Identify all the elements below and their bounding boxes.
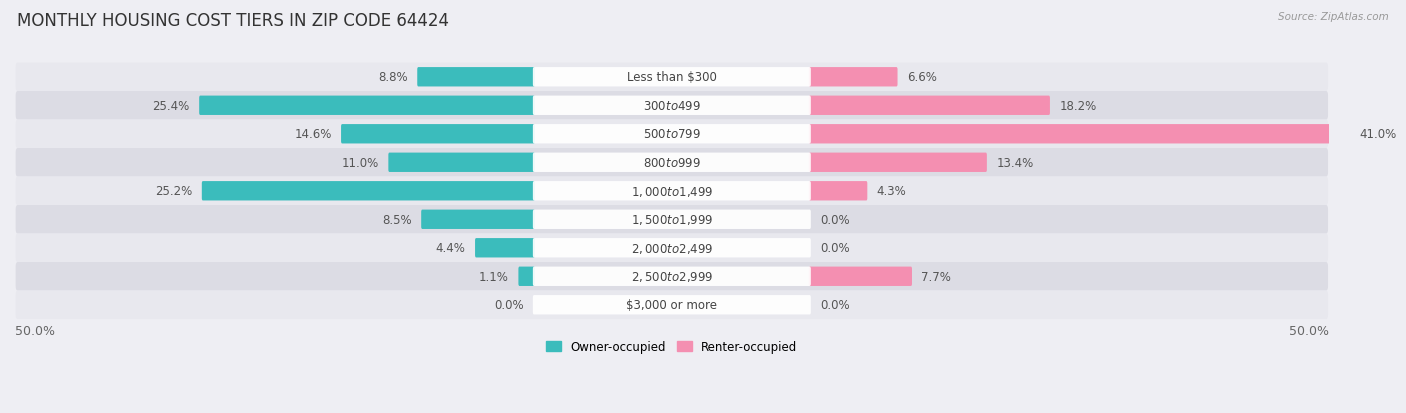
Text: 18.2%: 18.2% [1059, 100, 1097, 112]
FancyBboxPatch shape [808, 125, 1350, 144]
FancyBboxPatch shape [388, 153, 534, 173]
Text: 1.1%: 1.1% [479, 270, 509, 283]
FancyBboxPatch shape [808, 153, 987, 173]
FancyBboxPatch shape [533, 210, 811, 229]
Text: $500 to $799: $500 to $799 [643, 128, 700, 141]
FancyBboxPatch shape [533, 239, 811, 258]
FancyBboxPatch shape [15, 234, 1329, 262]
FancyBboxPatch shape [15, 291, 1329, 319]
FancyBboxPatch shape [15, 63, 1329, 92]
FancyBboxPatch shape [342, 125, 534, 144]
FancyBboxPatch shape [418, 68, 534, 87]
FancyBboxPatch shape [808, 267, 912, 286]
FancyBboxPatch shape [202, 182, 534, 201]
FancyBboxPatch shape [15, 149, 1329, 177]
Text: MONTHLY HOUSING COST TIERS IN ZIP CODE 64424: MONTHLY HOUSING COST TIERS IN ZIP CODE 6… [17, 12, 449, 30]
FancyBboxPatch shape [15, 262, 1329, 291]
FancyBboxPatch shape [200, 96, 534, 116]
Text: 13.4%: 13.4% [997, 157, 1033, 169]
Text: 7.7%: 7.7% [921, 270, 952, 283]
FancyBboxPatch shape [533, 182, 811, 201]
Text: Less than $300: Less than $300 [627, 71, 717, 84]
Text: $300 to $499: $300 to $499 [643, 100, 700, 112]
FancyBboxPatch shape [533, 96, 811, 116]
FancyBboxPatch shape [808, 68, 897, 87]
Text: $2,000 to $2,499: $2,000 to $2,499 [630, 241, 713, 255]
Text: 4.3%: 4.3% [877, 185, 907, 198]
Text: $2,500 to $2,999: $2,500 to $2,999 [630, 270, 713, 284]
FancyBboxPatch shape [15, 92, 1329, 120]
Text: $800 to $999: $800 to $999 [643, 157, 700, 169]
FancyBboxPatch shape [808, 182, 868, 201]
Text: 41.0%: 41.0% [1360, 128, 1396, 141]
FancyBboxPatch shape [475, 239, 534, 258]
Text: 0.0%: 0.0% [494, 299, 523, 311]
FancyBboxPatch shape [15, 206, 1329, 234]
Text: 50.0%: 50.0% [15, 324, 55, 337]
Text: 6.6%: 6.6% [907, 71, 936, 84]
Text: 8.5%: 8.5% [382, 213, 412, 226]
FancyBboxPatch shape [533, 267, 811, 286]
FancyBboxPatch shape [15, 177, 1329, 206]
Text: 4.4%: 4.4% [436, 242, 465, 255]
Text: 50.0%: 50.0% [1289, 324, 1329, 337]
FancyBboxPatch shape [808, 96, 1050, 116]
Text: 0.0%: 0.0% [820, 299, 849, 311]
Text: 11.0%: 11.0% [342, 157, 378, 169]
FancyBboxPatch shape [533, 68, 811, 87]
Text: $1,000 to $1,499: $1,000 to $1,499 [630, 184, 713, 198]
Text: 25.4%: 25.4% [152, 100, 190, 112]
Text: 25.2%: 25.2% [155, 185, 193, 198]
Legend: Owner-occupied, Renter-occupied: Owner-occupied, Renter-occupied [541, 336, 801, 358]
Text: 8.8%: 8.8% [378, 71, 408, 84]
FancyBboxPatch shape [422, 210, 534, 229]
Text: 14.6%: 14.6% [294, 128, 332, 141]
FancyBboxPatch shape [15, 120, 1329, 149]
Text: Source: ZipAtlas.com: Source: ZipAtlas.com [1278, 12, 1389, 22]
Text: $3,000 or more: $3,000 or more [626, 299, 717, 311]
Text: $1,500 to $1,999: $1,500 to $1,999 [630, 213, 713, 227]
Text: 0.0%: 0.0% [820, 213, 849, 226]
FancyBboxPatch shape [533, 125, 811, 144]
FancyBboxPatch shape [533, 295, 811, 315]
FancyBboxPatch shape [533, 153, 811, 173]
FancyBboxPatch shape [519, 267, 534, 286]
Text: 0.0%: 0.0% [820, 242, 849, 255]
